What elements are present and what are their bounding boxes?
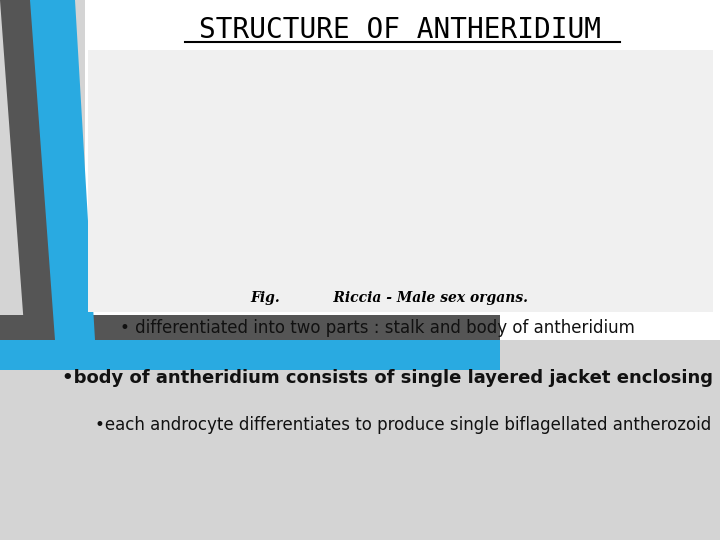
Bar <box>88 50 713 312</box>
Text: Fig.           Riccia - Male sex organs.: Fig. Riccia - Male sex organs. <box>250 291 528 305</box>
Polygon shape <box>30 0 95 340</box>
Text: •each androcyte differentiates to produce single biflagellated antherozoid: •each androcyte differentiates to produc… <box>95 416 711 434</box>
Text: •body of antheridium consists of single layered jacket enclosing a mass of andro: •body of antheridium consists of single … <box>62 369 720 387</box>
Bar <box>85 0 720 340</box>
Text: • differentiated into two parts : stalk and body of antheridium: • differentiated into two parts : stalk … <box>120 319 635 337</box>
Polygon shape <box>0 0 70 340</box>
Text: STRUCTURE OF ANTHERIDIUM: STRUCTURE OF ANTHERIDIUM <box>199 16 601 44</box>
Polygon shape <box>0 340 500 370</box>
Polygon shape <box>0 315 500 340</box>
